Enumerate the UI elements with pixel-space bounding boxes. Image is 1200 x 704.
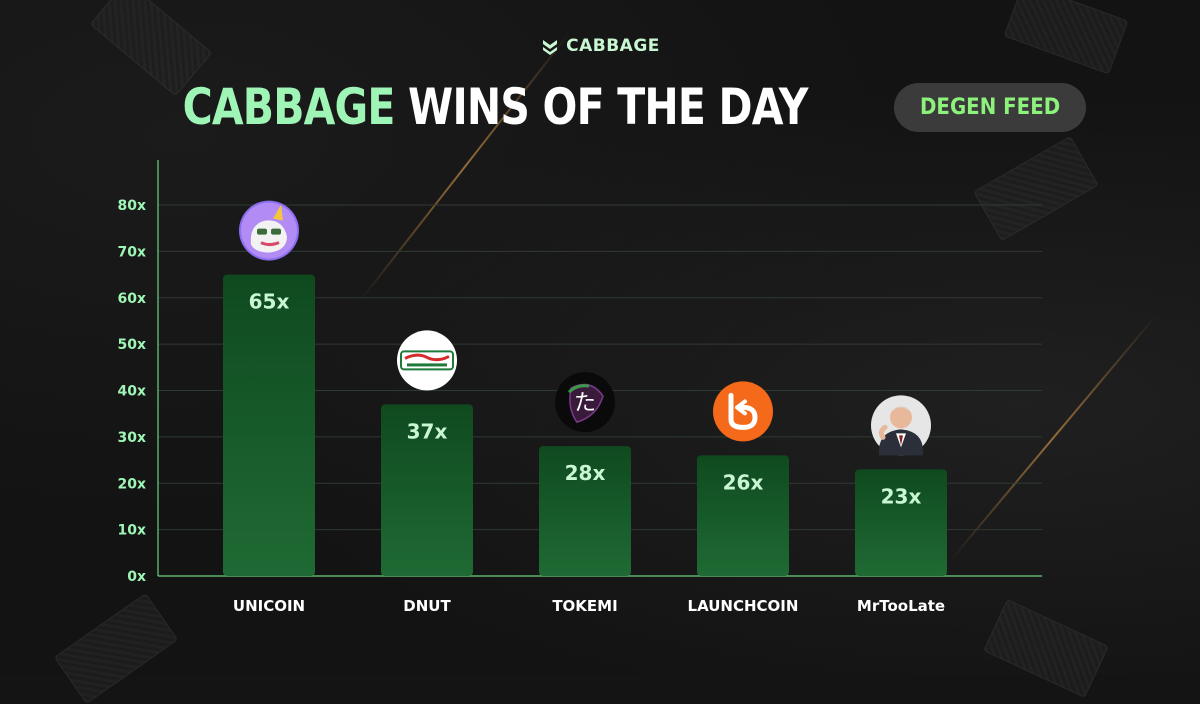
y-tick-label: 40x <box>117 384 146 400</box>
value-label: 37x <box>407 419 448 443</box>
category-label: LAUNCHCOIN <box>688 597 799 615</box>
title-rest: WINS OF THE DAY <box>407 78 808 136</box>
title-accent: CABBAGE <box>182 78 395 136</box>
value-label: 28x <box>565 461 606 485</box>
y-tick-label: 20x <box>117 476 146 492</box>
degen-feed-badge: DEGEN FEED <box>893 82 1087 132</box>
category-label: MrTooLate <box>857 597 945 615</box>
launchcoin-logo-icon <box>713 381 773 442</box>
y-tick-label: 0x <box>127 569 146 585</box>
category-label: UNICOIN <box>233 597 305 615</box>
bar-mrtoolate <box>855 469 947 576</box>
brand-header: CABBAGE <box>0 36 1200 56</box>
krispy-kreme-logo-icon <box>397 330 457 391</box>
bar-launchcoin <box>697 455 789 576</box>
token-icons: た <box>239 200 931 456</box>
y-tick-label: 70x <box>117 244 146 260</box>
y-tick-label: 50x <box>117 337 146 353</box>
value-labels: 65x 37x 28x 26x 23x <box>249 290 922 509</box>
unicorn-pepe-avatar-icon <box>239 200 299 261</box>
y-tick-label: 10x <box>117 523 146 539</box>
bar-tokemi <box>539 446 631 576</box>
value-label: 23x <box>881 484 922 508</box>
y-tick-label: 60x <box>117 291 146 307</box>
y-tick-label: 30x <box>117 430 146 446</box>
svg-text:た: た <box>574 391 596 416</box>
bar-dnut <box>381 404 473 576</box>
cabbage-logo-icon <box>543 40 558 55</box>
brand-name: CABBAGE <box>566 36 660 56</box>
category-label: TOKEMI <box>552 597 617 615</box>
bar-chart: 0x 10x 20x 30x 40x 50x 60x 70x 80x 65x 37x 28x 26x 2… <box>117 160 1042 615</box>
value-label: 65x <box>249 290 290 314</box>
tokemi-logo-icon: た <box>555 372 615 433</box>
y-tick-label: 80x <box>117 198 146 214</box>
category-labels: UNICOIN DNUT TOKEMI LAUNCHCOIN MrTooLate <box>233 597 945 615</box>
value-label: 26x <box>723 470 764 494</box>
bar-unicoin <box>223 274 315 576</box>
category-label: DNUT <box>403 597 451 615</box>
bars <box>223 274 947 576</box>
man-in-suit-avatar-icon <box>871 395 931 456</box>
title-row: CABBAGE WINS OF THE DAY DEGEN FEED <box>0 78 1200 136</box>
page-title: CABBAGE WINS OF THE DAY <box>182 78 808 136</box>
